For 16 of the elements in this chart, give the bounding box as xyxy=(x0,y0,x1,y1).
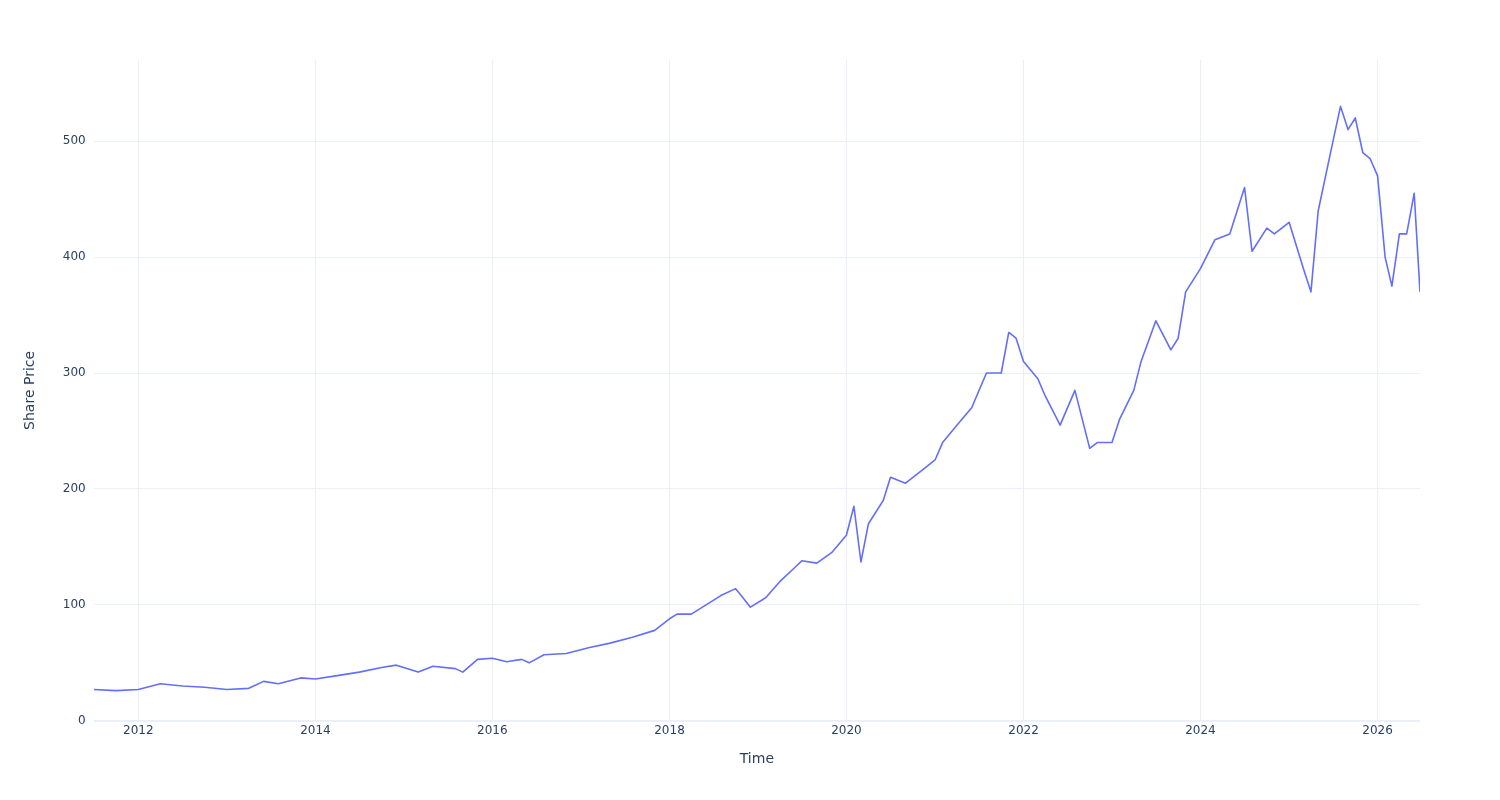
y-tick-label: 400 xyxy=(62,249,86,264)
y-tick-label: 300 xyxy=(62,365,86,380)
x-tick-label: 2018 xyxy=(654,723,685,738)
y-tick-label: 0 xyxy=(78,712,86,727)
x-tick-label: 2012 xyxy=(123,723,154,738)
x-tick-label: 2024 xyxy=(1185,723,1216,738)
y-axis-title: Share Price xyxy=(21,350,38,430)
x-tick-label: 2014 xyxy=(300,723,331,738)
y-tick-label: 100 xyxy=(62,597,86,611)
x-tick-label: 2020 xyxy=(831,723,862,738)
x-tick-label: 2016 xyxy=(477,723,508,738)
y-tick-label: 200 xyxy=(62,481,86,496)
x-tick-label: 2026 xyxy=(1362,723,1393,738)
x-tick-label: 2022 xyxy=(1008,723,1039,738)
y-tick-label: 500 xyxy=(62,133,86,148)
x-axis-title: Time xyxy=(738,750,774,767)
